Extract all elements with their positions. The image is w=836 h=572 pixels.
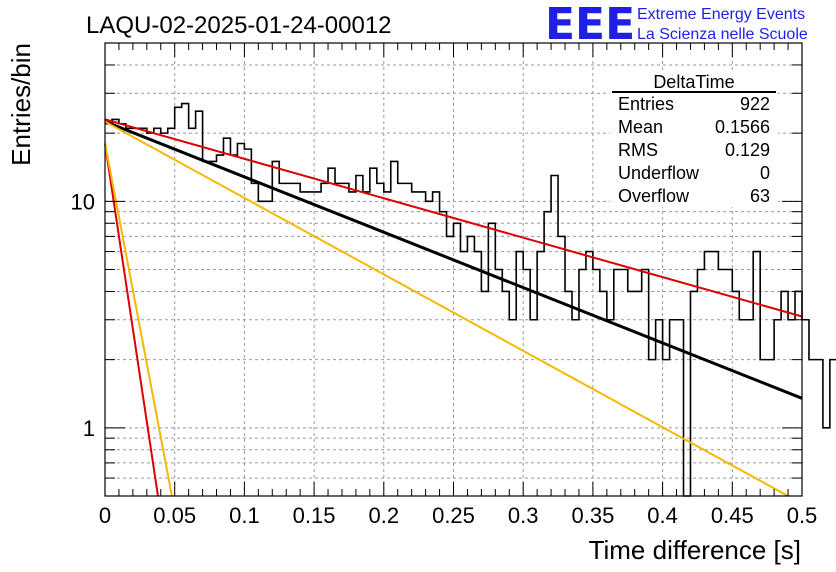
stats-label: Entries [618,94,674,114]
x-tick-label: 0.05 [153,503,196,528]
x-axis-label: Time difference [s] [589,535,801,565]
chart-title: LAQU-02-2025-01-24-00012 [86,12,392,39]
stats-label: Underflow [618,163,700,183]
logo-line-2: La Scienza nelle Scuole [637,26,808,43]
fit-line-lower [104,120,789,497]
stats-box: DeltaTime Entries 922 Mean 0.1566 RMS 0.129 Un… [610,71,778,207]
y-tick-label: 1 [83,416,95,441]
fit-lines [104,118,803,497]
stats-value: 0.129 [725,140,770,160]
stats-label: RMS [618,140,658,160]
x-tick-label: 0.15 [293,503,336,528]
histogram [105,102,836,497]
fit-line-upper [104,143,159,497]
x-tick-labels: 0 0.05 0.1 0.15 0.2 0.25 0.3 0.35 0.4 0.45 0.5 [99,503,817,528]
x-tick-label: 0.3 [508,503,539,528]
x-tick-label: 0.25 [432,503,475,528]
x-tick-label: 0.35 [571,503,614,528]
fit-line-upper [104,118,803,318]
y-tick-labels: 1 10 [71,189,95,441]
histogram-outline [105,102,836,497]
stats-label: Mean [618,117,663,137]
y-tick-label: 10 [71,189,95,214]
stats-value: 0.1566 [715,117,770,137]
x-tick-label: 0.45 [711,503,754,528]
eee-logo: EEE [545,0,635,50]
stats-value: 63 [750,186,770,206]
fit-line-fit [104,120,803,400]
y-axis-label: Entries/bin [6,43,36,166]
axis-ticks [104,43,803,496]
x-tick-label: 0.5 [787,503,818,528]
stats-label: Overflow [618,186,690,206]
fit-line-lower [104,143,173,497]
stats-title: DeltaTime [653,72,734,92]
logo-line-1: Extreme Energy Events [637,6,805,23]
x-tick-label: 0 [99,503,111,528]
stats-value: 0 [760,163,770,183]
x-tick-label: 0.2 [369,503,400,528]
stats-value: 922 [740,94,770,114]
x-tick-label: 0.1 [229,503,260,528]
x-tick-label: 0.4 [647,503,678,528]
